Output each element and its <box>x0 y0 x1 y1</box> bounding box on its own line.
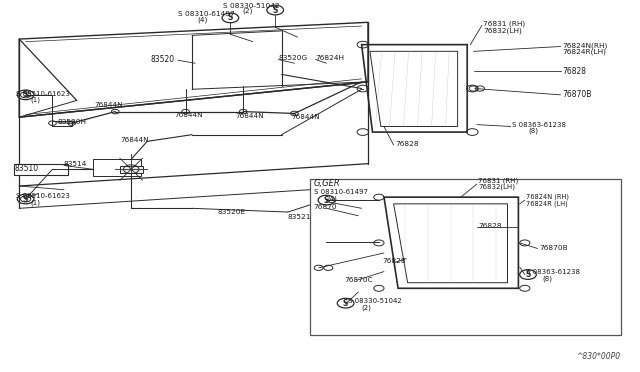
Bar <box>52 121 72 126</box>
Text: S 08310-61497: S 08310-61497 <box>178 11 235 17</box>
Text: 83514: 83514 <box>64 161 88 167</box>
Text: S 08330-51042: S 08330-51042 <box>348 298 401 304</box>
Text: 76870B: 76870B <box>539 246 568 251</box>
Text: 76824N(RH): 76824N(RH) <box>562 42 607 49</box>
Text: (8): (8) <box>542 275 552 282</box>
Text: G,GER: G,GER <box>314 179 340 188</box>
Text: 76824R(LH): 76824R(LH) <box>562 48 606 55</box>
Text: S: S <box>228 13 233 22</box>
Text: 83521: 83521 <box>288 214 312 219</box>
Text: S: S <box>343 299 348 308</box>
Text: 76844N: 76844N <box>236 113 264 119</box>
Text: 76828: 76828 <box>562 67 586 76</box>
Text: S: S <box>273 6 278 15</box>
Text: 76824R (LH): 76824R (LH) <box>526 200 568 207</box>
Text: 76831 (RH): 76831 (RH) <box>478 178 518 185</box>
Text: 83520: 83520 <box>150 55 175 64</box>
Text: 83510: 83510 <box>14 164 38 173</box>
Text: 76870B: 76870B <box>562 90 591 99</box>
Text: 83520E: 83520E <box>218 209 246 215</box>
Text: 76828: 76828 <box>396 141 419 147</box>
Text: S 08510-61623: S 08510-61623 <box>16 91 70 97</box>
Bar <box>93 159 141 176</box>
Text: 76831 (RH): 76831 (RH) <box>483 21 525 28</box>
Text: (2): (2) <box>242 7 252 14</box>
Text: ^830*00P0: ^830*00P0 <box>577 352 621 361</box>
Text: S 08310-61497: S 08310-61497 <box>314 189 367 195</box>
Text: 83520H: 83520H <box>58 119 86 125</box>
Text: 76824H: 76824H <box>316 55 344 61</box>
Text: S: S <box>324 196 329 205</box>
Text: (8): (8) <box>528 127 538 134</box>
Text: 76832(LH): 76832(LH) <box>483 27 522 34</box>
Bar <box>14 164 68 175</box>
Text: (1): (1) <box>31 199 41 206</box>
Text: (4): (4) <box>197 16 207 23</box>
Text: S: S <box>23 195 28 203</box>
Text: (2): (2) <box>362 304 371 311</box>
Text: 76832(LH): 76832(LH) <box>478 184 515 190</box>
Text: 76844N: 76844N <box>174 112 203 118</box>
Text: 76828: 76828 <box>478 223 502 229</box>
Text: S 08510-61623: S 08510-61623 <box>16 193 70 199</box>
Text: S: S <box>23 90 28 99</box>
Text: 76870: 76870 <box>314 204 337 210</box>
Text: 83520G: 83520G <box>278 55 308 61</box>
Text: S 08330-51042: S 08330-51042 <box>223 3 279 9</box>
Text: (1): (1) <box>31 96 41 103</box>
Text: S: S <box>525 270 531 279</box>
Text: 76824N (RH): 76824N (RH) <box>526 194 569 201</box>
Text: 76844N: 76844N <box>120 137 149 142</box>
Text: 76870C: 76870C <box>344 277 373 283</box>
Text: 76828: 76828 <box>383 258 406 264</box>
Text: 76844N: 76844N <box>95 102 124 108</box>
Bar <box>120 166 143 173</box>
Text: S 08363-61238: S 08363-61238 <box>526 269 580 275</box>
Bar <box>310 179 621 335</box>
Text: S 08363-61238: S 08363-61238 <box>512 122 566 128</box>
Text: 76844N: 76844N <box>291 114 320 120</box>
Text: (4): (4) <box>328 195 337 202</box>
